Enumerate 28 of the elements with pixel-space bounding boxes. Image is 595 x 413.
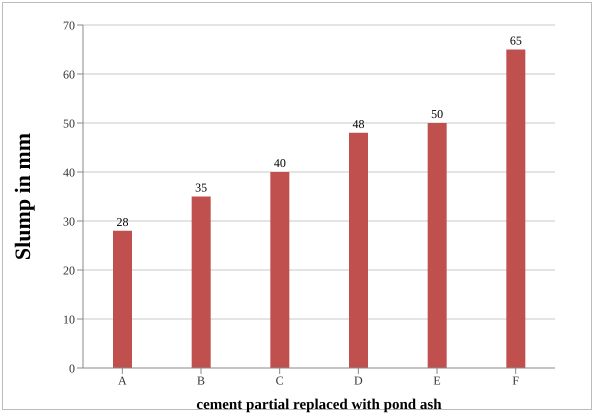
y-tick-label: 40 [63,165,75,180]
x-tick-label: B [196,374,206,388]
bar [349,132,368,368]
bar [113,230,132,368]
y-tick-label: 50 [63,116,75,130]
y-tick-label: 10 [63,312,75,326]
x-tick-label: C [276,374,284,388]
bar [506,50,526,368]
bar [192,196,211,368]
y-tick-label: 60 [63,67,75,82]
bar [270,172,290,368]
data-label: 35 [195,180,208,194]
data-label: 28 [116,214,128,229]
x-axis-title: cement partial replaced with pond ash [196,397,442,413]
x-tick-label: A [118,374,127,388]
data-label: 65 [510,34,522,48]
x-tick-label: E [433,374,441,388]
data-label: 48 [352,116,364,131]
x-tick-label: D [354,374,363,388]
y-tick-label: 30 [63,214,75,228]
bar [428,123,447,368]
y-axis-title: Slump in mm [10,132,35,260]
data-label: 50 [431,107,444,121]
y-tick-label: 0 [69,361,75,376]
y-tick-label: 20 [63,263,75,278]
data-label: 40 [274,156,286,170]
x-tick-label: F [512,374,520,388]
y-tick-label: 70 [63,18,75,32]
